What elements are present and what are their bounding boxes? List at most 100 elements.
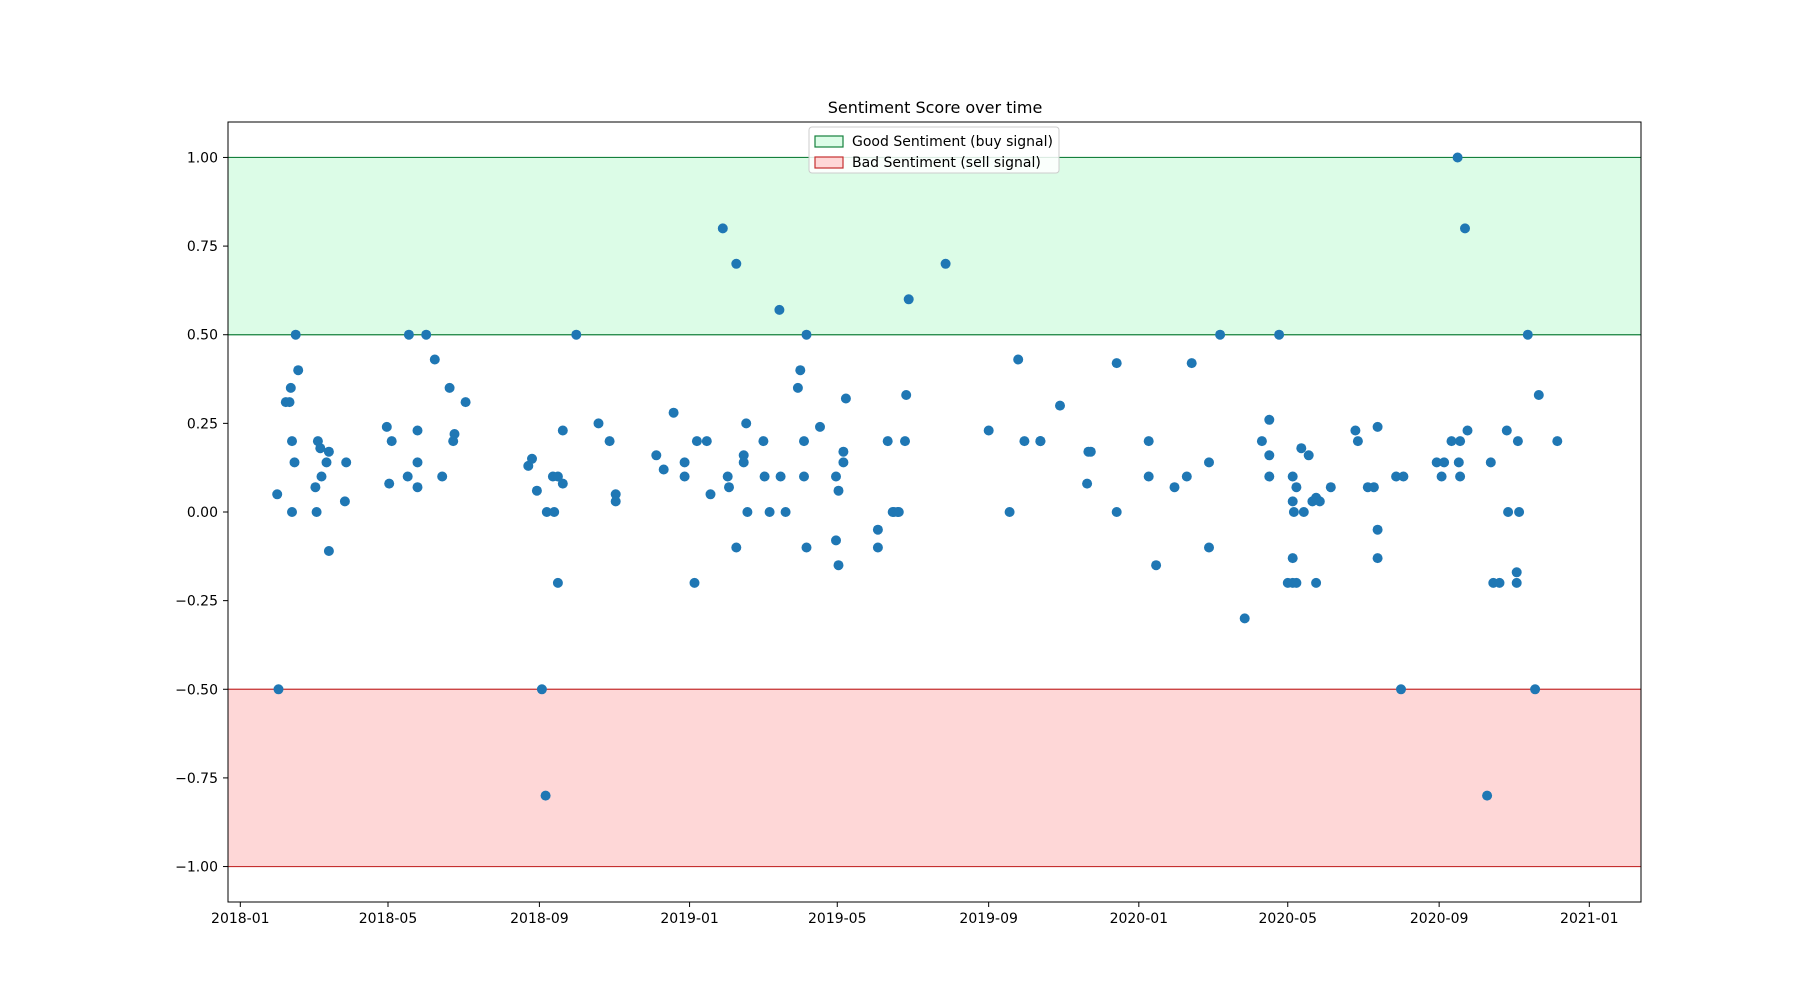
data-point — [1436, 471, 1447, 482]
y-tick-label: 0.75 — [187, 239, 218, 255]
data-point — [1204, 457, 1214, 468]
data-point — [1143, 471, 1154, 482]
data-point — [893, 507, 904, 517]
data-point — [540, 790, 551, 801]
y-tick-label: −0.75 — [175, 771, 218, 787]
data-point — [815, 421, 825, 432]
data-point — [1239, 613, 1250, 624]
data-point — [1085, 446, 1096, 457]
data-point — [1169, 482, 1180, 493]
data-point — [323, 546, 334, 556]
data-point — [1181, 471, 1192, 482]
data-point — [742, 507, 753, 517]
y-tick-label: −1.00 — [175, 860, 218, 876]
data-point — [1264, 450, 1275, 461]
y-tick-label: 0.25 — [187, 416, 218, 432]
data-point — [651, 450, 662, 461]
legend-swatch — [814, 156, 844, 169]
data-point — [386, 436, 397, 447]
x-tick-label: 2020-05 — [1259, 911, 1318, 927]
data-point — [412, 425, 423, 436]
data-point — [449, 429, 460, 439]
data-point — [1512, 436, 1523, 447]
data-point — [536, 684, 547, 695]
data-point — [731, 258, 742, 269]
legend-label: Bad Sentiment (sell signal) — [852, 155, 1041, 171]
x-tick-label: 2019-01 — [660, 911, 719, 927]
data-point — [402, 471, 413, 482]
data-point — [293, 365, 304, 376]
sentiment-bands — [228, 156, 1641, 868]
data-point — [272, 489, 283, 500]
data-point — [1287, 496, 1298, 507]
data-point — [668, 407, 679, 418]
data-point — [1264, 471, 1275, 482]
data-point — [1455, 471, 1466, 482]
data-point — [1204, 542, 1214, 553]
data-point — [287, 436, 297, 447]
data-point — [1035, 436, 1046, 447]
data-point — [1019, 436, 1030, 447]
data-point — [724, 482, 734, 493]
data-point — [775, 471, 786, 482]
data-point — [1143, 436, 1154, 447]
data-point — [1013, 354, 1024, 365]
data-point — [1514, 507, 1525, 517]
data-point — [833, 560, 844, 571]
data-point — [321, 457, 332, 468]
x-tick-label: 2019-05 — [808, 911, 867, 927]
data-point — [1303, 450, 1314, 461]
data-point — [1482, 790, 1493, 801]
data-point — [1352, 436, 1363, 447]
data-point — [1111, 507, 1122, 517]
data-point — [1368, 482, 1379, 493]
data-point — [759, 471, 770, 482]
data-point — [658, 464, 669, 475]
data-point — [316, 471, 327, 482]
data-point — [903, 294, 914, 305]
data-point — [1186, 358, 1197, 369]
data-point — [882, 436, 893, 447]
data-point — [571, 329, 582, 340]
data-points — [272, 152, 1563, 801]
chart-title: Sentiment Score over time — [828, 98, 1043, 117]
x-tick-label: 2018-09 — [510, 911, 569, 927]
data-point — [285, 382, 296, 393]
data-point — [838, 446, 849, 457]
data-point — [1372, 524, 1383, 535]
data-point — [1314, 496, 1325, 507]
data-point — [437, 471, 448, 482]
data-point — [284, 397, 295, 408]
data-point — [900, 436, 910, 447]
data-point — [531, 485, 542, 496]
data-point — [831, 535, 841, 546]
data-point — [289, 457, 300, 468]
data-point — [1215, 329, 1226, 340]
legend-box — [808, 126, 1060, 174]
data-point — [1325, 482, 1336, 493]
data-point — [792, 382, 803, 393]
data-point — [1372, 553, 1383, 564]
data-point — [403, 329, 414, 340]
data-point — [1311, 577, 1322, 588]
data-point — [541, 507, 552, 517]
data-point — [460, 397, 471, 408]
data-point — [1453, 457, 1464, 468]
data-point — [872, 524, 883, 535]
data-point — [557, 478, 568, 489]
data-point — [1452, 152, 1463, 163]
data-point — [1264, 414, 1275, 425]
data-point — [833, 485, 844, 496]
y-tick-label: −0.25 — [175, 594, 218, 610]
data-point — [1503, 507, 1514, 517]
data-point — [758, 436, 769, 447]
data-point — [1350, 425, 1361, 436]
x-tick-label: 2018-05 — [359, 911, 418, 927]
data-point — [799, 436, 809, 447]
data-point — [323, 446, 334, 457]
y-tick-label: 0.00 — [187, 505, 218, 521]
data-point — [1552, 436, 1563, 447]
data-point — [701, 436, 712, 447]
data-point — [801, 329, 812, 340]
